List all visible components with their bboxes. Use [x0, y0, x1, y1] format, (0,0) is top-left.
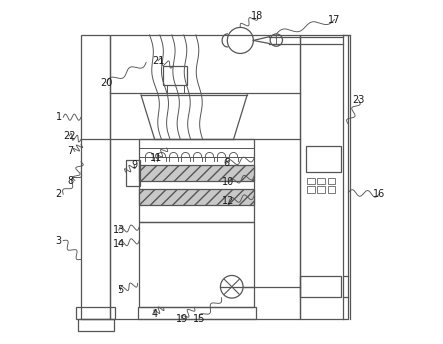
Text: 2: 2	[56, 189, 62, 199]
Text: 11: 11	[150, 153, 163, 163]
Bar	[76, 307, 115, 319]
Bar	[78, 319, 113, 331]
Text: 12: 12	[222, 196, 234, 206]
Text: 6: 6	[224, 159, 230, 169]
Bar	[318, 178, 325, 184]
Bar	[300, 35, 348, 319]
Bar	[307, 186, 315, 193]
Text: 22: 22	[63, 131, 75, 141]
Bar	[81, 35, 110, 319]
Bar	[139, 148, 254, 157]
Text: 7: 7	[68, 147, 74, 157]
Text: 1: 1	[56, 112, 62, 122]
Bar	[328, 178, 335, 184]
Bar	[328, 186, 335, 193]
Text: 19: 19	[176, 314, 188, 324]
Bar	[110, 35, 300, 319]
Bar	[125, 160, 140, 186]
Bar	[139, 189, 254, 205]
Bar	[139, 222, 254, 307]
Text: 23: 23	[352, 95, 365, 105]
Text: 8: 8	[68, 175, 74, 185]
Bar	[307, 146, 341, 172]
Text: 9: 9	[131, 160, 137, 170]
Text: 16: 16	[373, 189, 385, 199]
Text: 18: 18	[251, 11, 264, 21]
Text: 21: 21	[152, 56, 164, 66]
Text: 15: 15	[193, 314, 206, 324]
Text: 3: 3	[56, 236, 62, 246]
Bar	[307, 178, 315, 184]
Text: 4: 4	[152, 309, 158, 319]
Bar	[138, 307, 256, 319]
Text: 13: 13	[113, 225, 125, 235]
Text: 20: 20	[101, 78, 113, 88]
Text: 10: 10	[222, 177, 234, 187]
Bar	[163, 66, 187, 85]
Text: 17: 17	[328, 14, 341, 24]
Text: 14: 14	[113, 239, 125, 249]
Bar	[318, 186, 325, 193]
Text: 5: 5	[117, 285, 124, 295]
Bar	[139, 139, 254, 222]
Bar	[139, 165, 254, 181]
Bar	[300, 277, 342, 297]
